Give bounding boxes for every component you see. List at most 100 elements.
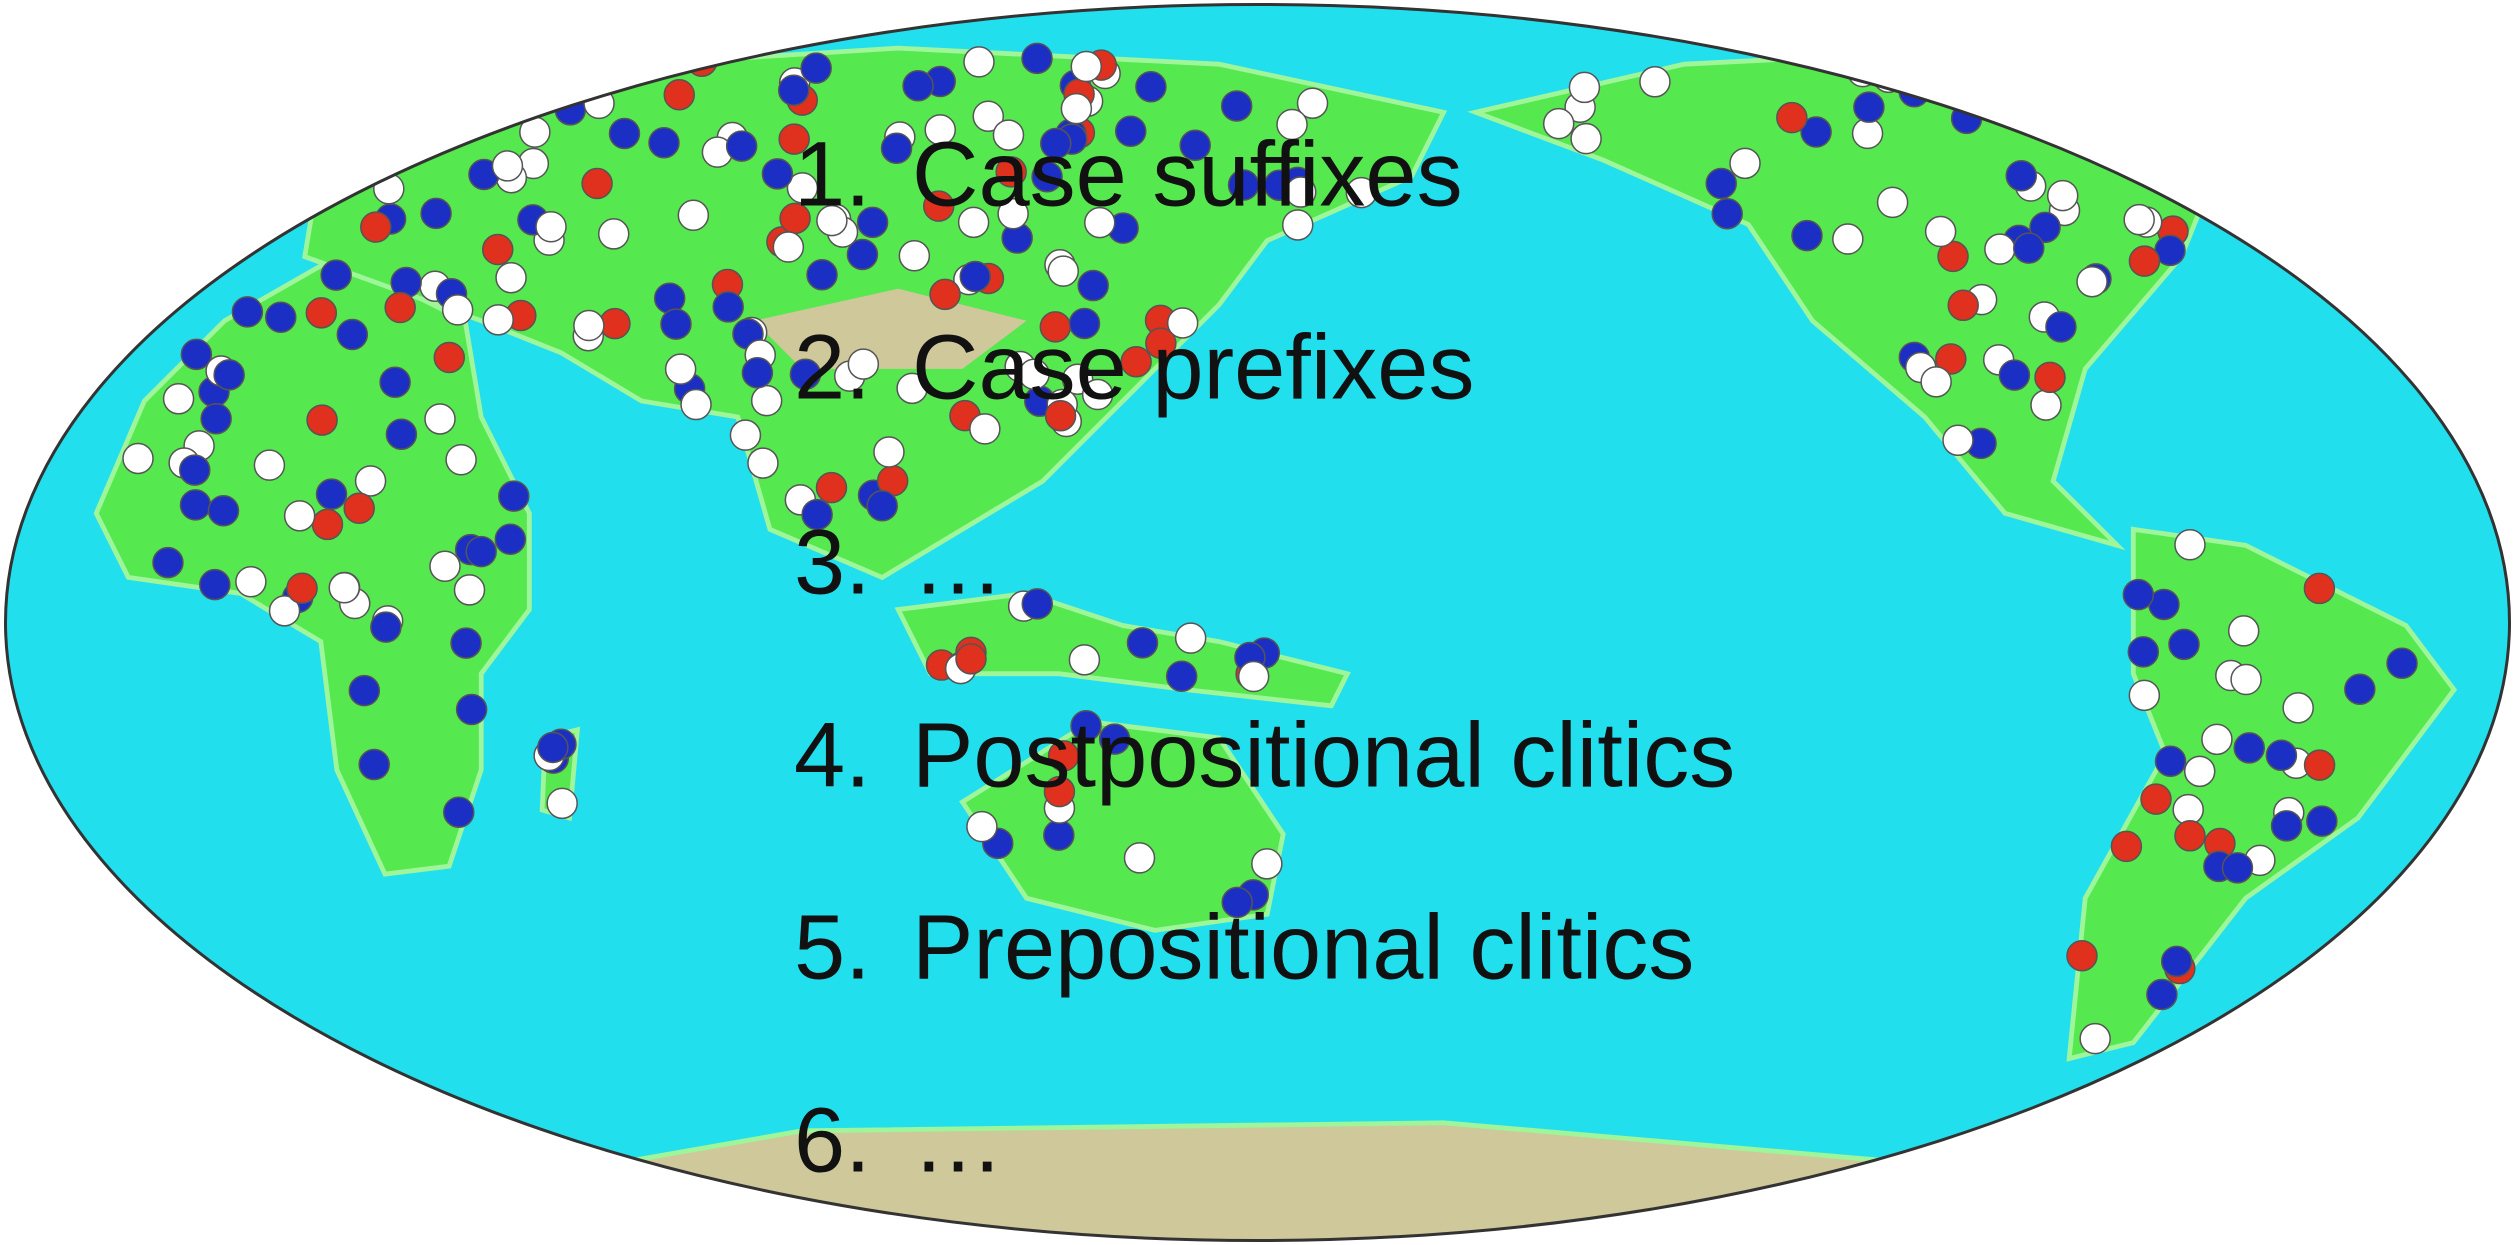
item-text: Case suffixes	[912, 123, 1463, 225]
language-dot	[1730, 148, 1760, 178]
language-dot	[2172, 83, 2202, 113]
language-dot	[1069, 645, 1099, 675]
language-dot	[457, 695, 487, 725]
language-dot	[727, 131, 757, 161]
language-dot	[779, 75, 809, 105]
language-dot	[1061, 94, 1091, 124]
language-dot	[1833, 224, 1863, 254]
language-dot	[1921, 367, 1951, 397]
language-dot	[425, 404, 455, 434]
language-dot	[344, 493, 374, 523]
language-dot	[361, 212, 391, 242]
language-dot	[1071, 51, 1101, 81]
language-dot	[287, 573, 317, 603]
language-dot	[307, 405, 337, 435]
language-dot	[2186, 155, 2216, 185]
language-dot	[306, 298, 336, 328]
language-dot	[380, 367, 410, 397]
language-dot	[649, 128, 679, 158]
item-marker: 5.	[794, 896, 871, 998]
language-dot	[2307, 806, 2337, 836]
language-dot	[356, 466, 386, 496]
language-dot	[807, 260, 837, 290]
language-dot	[1124, 843, 1154, 873]
language-dot	[312, 509, 342, 539]
language-dot	[337, 319, 367, 349]
language-dot	[2051, 112, 2081, 142]
language-dot	[2077, 267, 2107, 297]
language-dot	[2147, 979, 2177, 1009]
language-dot	[1920, 71, 1950, 101]
language-dot	[742, 358, 772, 388]
language-dot	[2027, 58, 2057, 88]
language-dot	[2193, 99, 2223, 129]
language-dot	[1952, 103, 1982, 133]
language-dot	[2014, 233, 2044, 263]
item-marker: 2.	[794, 316, 871, 418]
language-dot	[2035, 362, 2065, 392]
language-dot	[466, 537, 496, 567]
language-dot	[1569, 72, 1599, 102]
language-dot	[713, 292, 743, 322]
language-dot	[1252, 849, 1282, 879]
language-dot	[1854, 92, 1884, 122]
language-dot	[2120, 69, 2150, 99]
language-dot	[2139, 104, 2169, 134]
language-dot	[874, 437, 904, 467]
language-dot	[2175, 821, 2205, 851]
language-dot	[1571, 124, 1601, 154]
world-map: 1.Case suffixes2.Case prefixes3.…4.Postp…	[0, 0, 2515, 1245]
language-dot	[1878, 187, 1908, 217]
item-marker: 4.	[794, 704, 871, 806]
language-dot	[960, 261, 990, 291]
language-dot	[2080, 1024, 2110, 1054]
language-dot	[1948, 290, 1978, 320]
language-dot	[2234, 733, 2264, 763]
language-dot	[903, 71, 933, 101]
language-dot	[609, 118, 639, 148]
language-dot	[1048, 256, 1078, 286]
language-dot	[655, 283, 685, 313]
language-dot	[444, 797, 474, 827]
language-dot	[321, 260, 351, 290]
language-dot	[2082, 111, 2112, 141]
language-dot	[2202, 724, 2232, 754]
language-dot	[201, 404, 231, 434]
language-dot	[1712, 199, 1742, 229]
language-dot	[2067, 941, 2097, 971]
language-dot	[2266, 740, 2296, 770]
language-dot	[285, 501, 315, 531]
language-dot	[1136, 72, 1166, 102]
language-dot	[430, 551, 460, 581]
language-dot	[582, 169, 612, 199]
language-dot	[1886, 49, 1916, 79]
language-dot	[499, 481, 529, 511]
language-dot	[2229, 616, 2259, 646]
language-dot	[1167, 661, 1197, 691]
language-dot	[2222, 853, 2252, 883]
language-dot	[1777, 103, 1807, 133]
language-dot	[232, 297, 262, 327]
item-marker: 3.	[794, 511, 871, 613]
language-dot	[2152, 73, 2182, 103]
language-dot	[867, 491, 897, 521]
language-dot	[930, 279, 960, 309]
language-dot	[1544, 109, 1574, 139]
language-dot	[2387, 648, 2417, 678]
language-dot	[164, 384, 194, 414]
language-dot	[773, 232, 803, 262]
language-dot	[492, 151, 522, 181]
language-dot	[1792, 221, 1822, 251]
language-dot	[748, 448, 778, 478]
language-dot	[1022, 43, 1052, 73]
language-dot	[2304, 573, 2334, 603]
language-dot	[661, 309, 691, 339]
language-dot	[2129, 246, 2159, 276]
language-dot	[2128, 637, 2158, 667]
language-dot	[421, 198, 451, 228]
language-dot	[752, 386, 782, 416]
language-dot	[385, 293, 415, 323]
language-dot	[2046, 312, 2076, 342]
language-dot	[326, 165, 356, 195]
language-dot	[956, 644, 986, 674]
